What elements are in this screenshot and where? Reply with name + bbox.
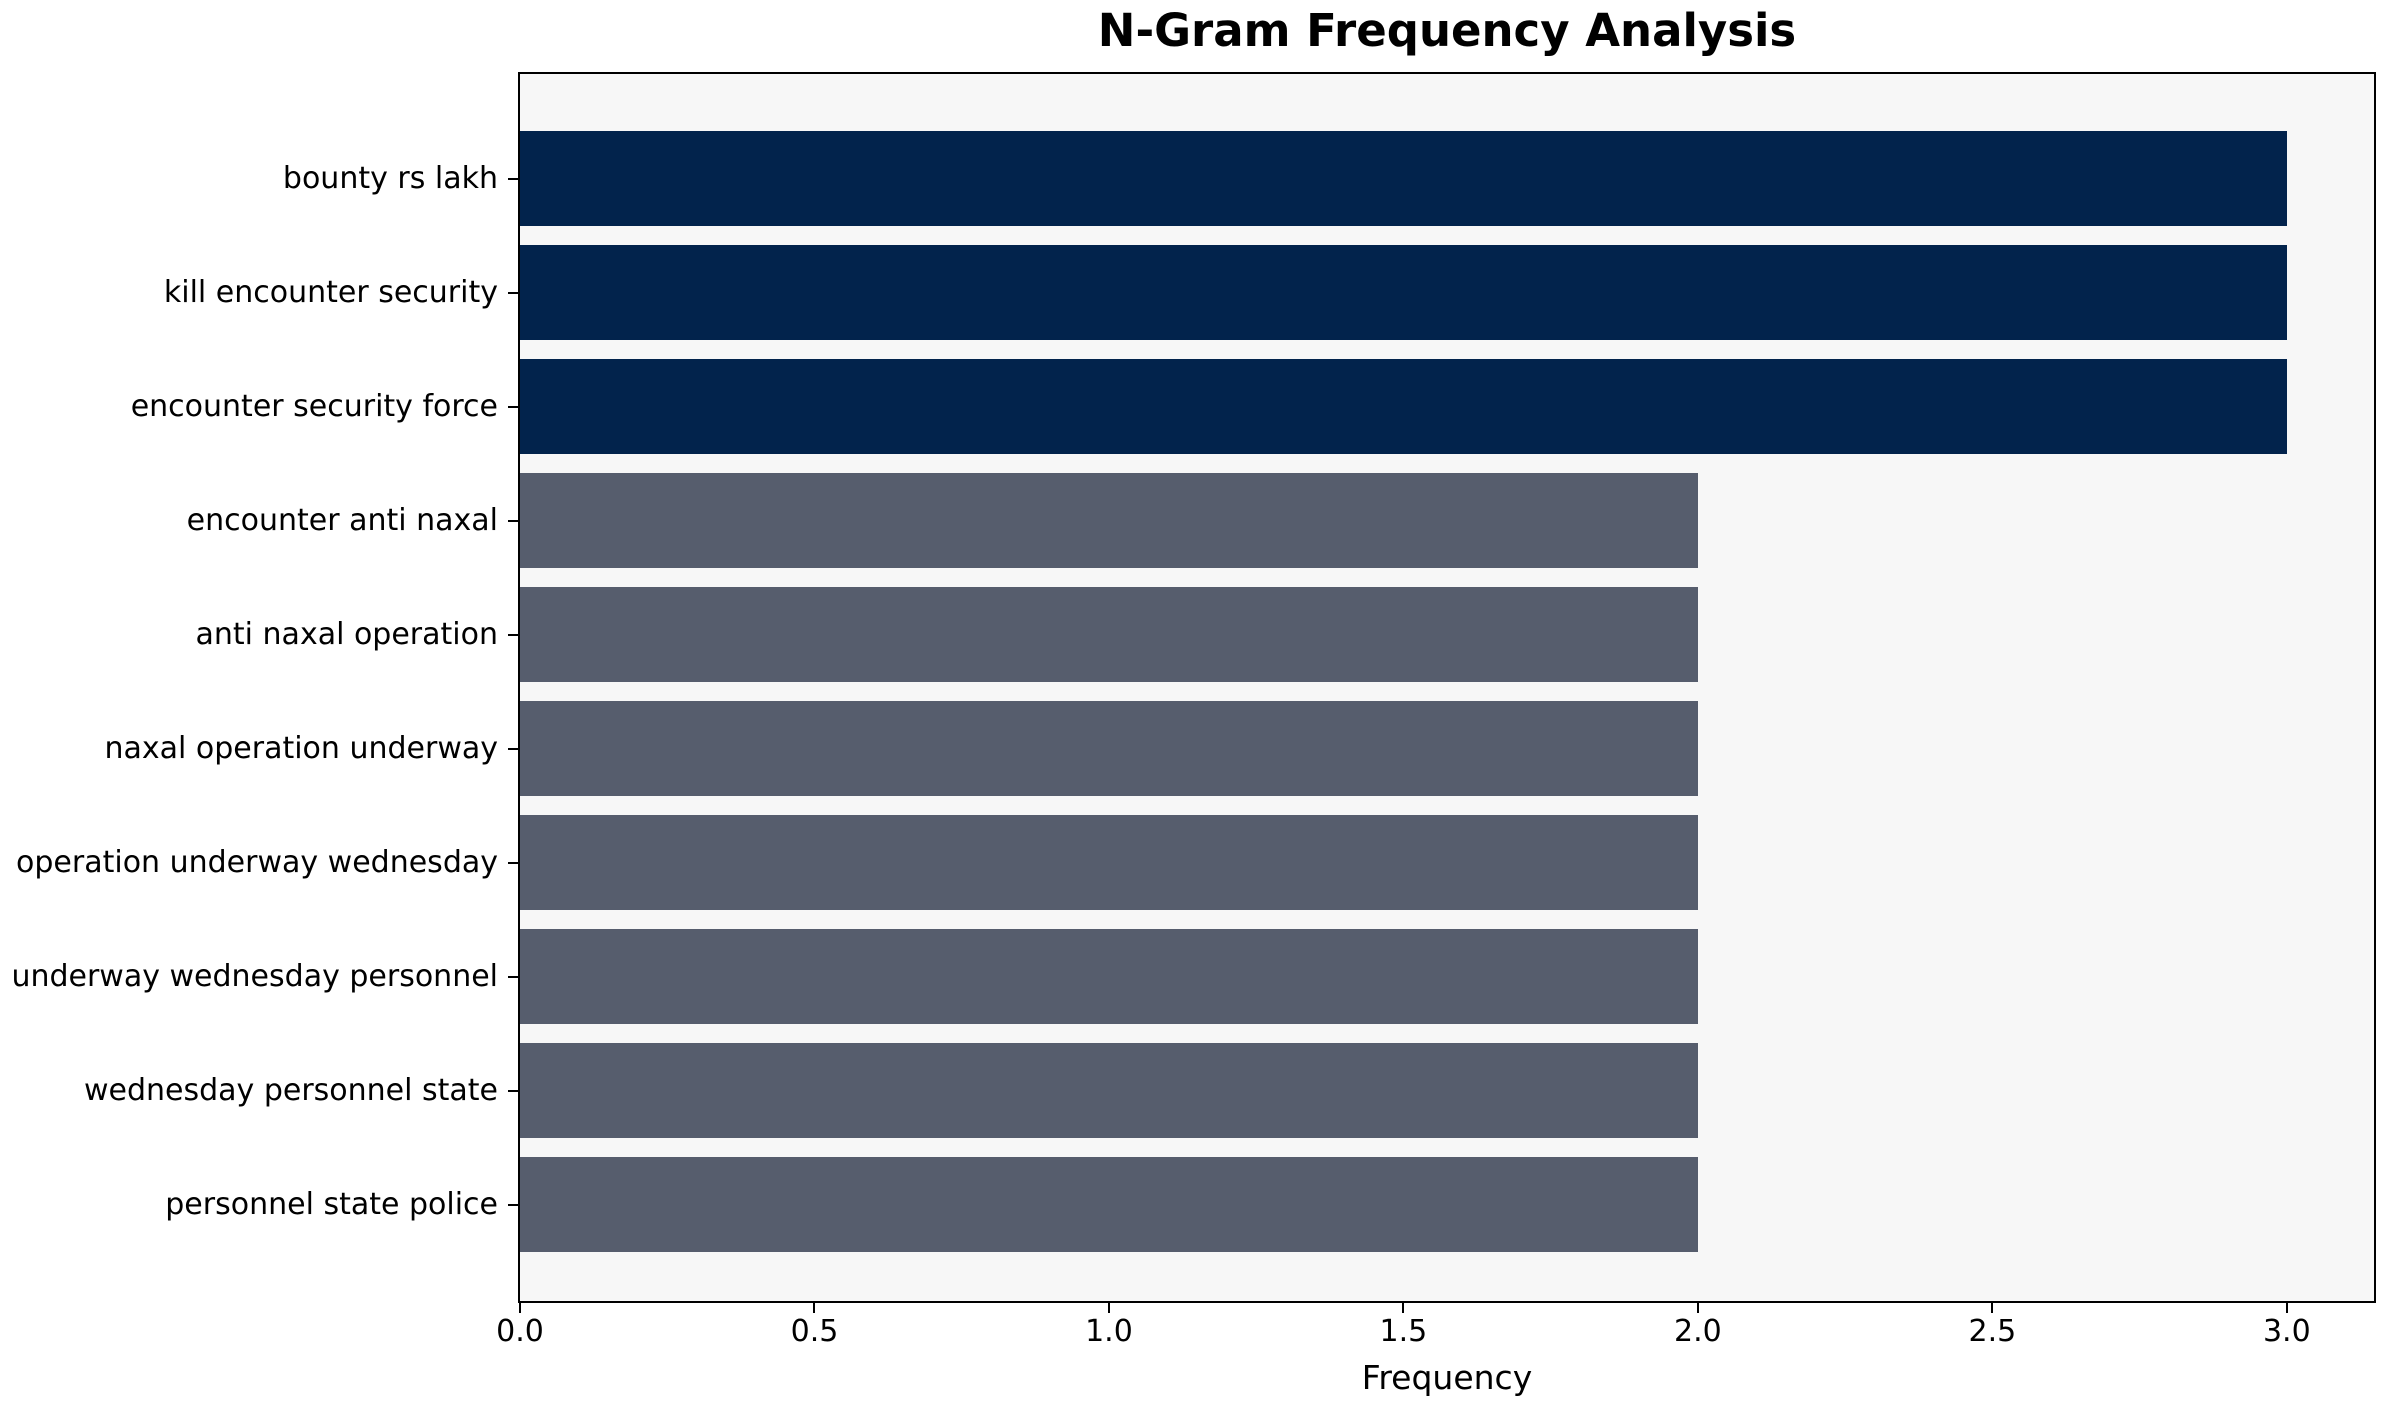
x-tick-label: 0.0 <box>496 1314 544 1349</box>
bar-personnel-state-police <box>520 1157 1698 1252</box>
bar-row: operation underway wednesday <box>16 815 2374 910</box>
x-axis-tick <box>519 1303 521 1313</box>
y-axis-tick <box>508 405 518 408</box>
x-axis-tick <box>1107 1303 1110 1313</box>
x-axis-tick <box>1402 1303 1405 1313</box>
y-tick-label: encounter security force <box>130 388 498 424</box>
y-axis-tick <box>508 1203 518 1206</box>
bar-row: personnel state police <box>165 1157 2374 1252</box>
x-tick-label: 2.0 <box>1674 1314 1722 1349</box>
x-tick-label: 1.5 <box>1379 1314 1428 1349</box>
y-axis-tick <box>508 975 518 978</box>
bar-row: encounter anti naxal <box>187 473 2374 568</box>
bar-operation-underway-wednesday <box>520 815 1698 910</box>
x-tick-label: 0.5 <box>790 1314 839 1349</box>
bar-kill-encounter-security <box>520 245 2287 340</box>
y-axis-tick <box>508 291 518 294</box>
bar-row: bounty rs lakh <box>283 131 2374 226</box>
chart-title: N-Gram Frequency Analysis <box>1097 4 1797 57</box>
bar-naxal-operation-underway <box>520 701 1698 796</box>
y-tick-label: wednesday personnel state <box>83 1072 498 1108</box>
bar-underway-wednesday-personnel <box>520 929 1698 1024</box>
bar-row: anti naxal operation <box>196 587 2374 682</box>
y-tick-label: kill encounter security <box>163 274 498 310</box>
bar-wednesday-personnel-state <box>520 1043 1698 1138</box>
bar-bounty-rs-lakh <box>520 131 2287 226</box>
y-axis-tick <box>508 633 518 636</box>
x-tick-label: 3.0 <box>2262 1314 2311 1349</box>
y-tick-label: naxal operation underway <box>104 730 498 766</box>
bar-row: wednesday personnel state <box>84 1043 2374 1138</box>
y-tick-label: operation underway wednesday <box>16 844 498 880</box>
y-axis-tick <box>508 861 518 864</box>
x-axis-tick <box>1696 1303 1699 1313</box>
bar-row: underway wednesday personnel <box>11 929 2374 1024</box>
x-tick-label: 1.0 <box>1085 1314 1133 1349</box>
x-tick-label: 2.5 <box>1968 1314 2017 1349</box>
y-tick-label: underway wednesday personnel <box>11 958 498 994</box>
y-axis-tick <box>508 1089 518 1092</box>
bar-row: naxal operation underway <box>104 701 2374 796</box>
y-axis-tick <box>508 177 518 180</box>
y-axis-tick <box>508 747 518 750</box>
bar-row: encounter security force <box>131 359 2374 454</box>
plot-area: bounty rs lakh kill encounter security enc… <box>11 72 2376 1347</box>
bar-encounter-anti-naxal <box>520 473 1698 568</box>
bar-row: kill encounter security <box>164 245 2374 340</box>
y-tick-label: personnel state police <box>165 1186 498 1222</box>
x-axis-tick <box>813 1303 816 1313</box>
bar-anti-naxal-operation <box>520 587 1698 682</box>
y-tick-label: encounter anti naxal <box>186 502 498 538</box>
y-tick-label: anti naxal operation <box>195 616 498 652</box>
x-axis-label: Frequency <box>1361 1358 1533 1397</box>
y-axis-tick <box>508 519 518 522</box>
y-tick-label: bounty rs lakh <box>282 160 498 196</box>
x-axis-tick <box>1991 1303 1994 1313</box>
bar-encounter-security-force <box>520 359 2287 454</box>
x-axis-tick <box>2285 1303 2288 1313</box>
